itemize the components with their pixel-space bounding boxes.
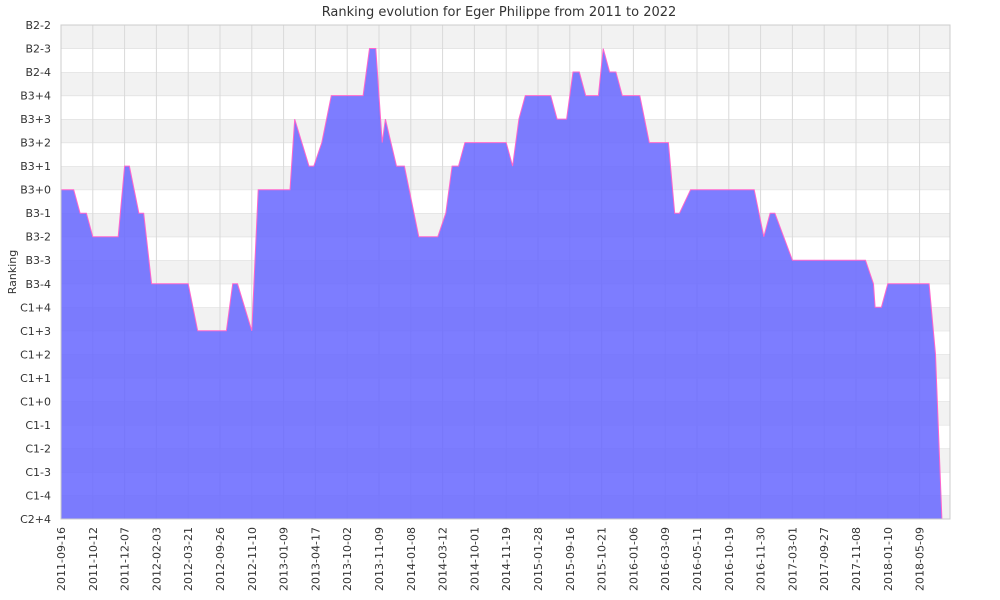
y-tick-label: B3-1 xyxy=(25,207,51,220)
y-tick-label: B3-4 xyxy=(25,278,51,291)
plot-frame xyxy=(60,24,951,520)
chart-title: Ranking evolution for Eger Philippe from… xyxy=(322,5,677,20)
y-tick-label: C1-3 xyxy=(25,466,51,479)
x-tick-label: 2011-10-12 xyxy=(87,527,100,591)
y-tick-label: B3-3 xyxy=(25,254,51,267)
x-tick-label: 2013-04-17 xyxy=(309,527,322,591)
y-tick-label: C1+4 xyxy=(20,301,51,314)
band-B3+2 xyxy=(61,119,950,143)
y-tick-label: C1+3 xyxy=(20,325,51,338)
x-tick-label: 2016-10-19 xyxy=(723,527,736,591)
x-tick-label: 2018-05-09 xyxy=(914,527,927,591)
y-tick-label: B3-2 xyxy=(25,231,51,244)
y-tick-label: C1-4 xyxy=(25,489,51,502)
y-tick-label: C1+2 xyxy=(20,348,51,361)
x-tick-label: 2011-09-16 xyxy=(55,527,68,591)
band-B2-4 xyxy=(61,48,950,73)
x-tick-label: 2014-11-19 xyxy=(500,527,513,591)
x-tick-labels: 2011-09-16 2011-10-12 2011-12-07 2012-02-03… xyxy=(55,527,927,591)
y-tick-label: C1-1 xyxy=(25,419,51,432)
x-tick-label: 2013-01-09 xyxy=(278,527,291,591)
x-tick-label: 2012-09-26 xyxy=(214,527,227,591)
y-tick-label: C1+1 xyxy=(20,372,51,385)
band-B3+3 xyxy=(61,95,950,120)
x-tick-label: 2017-03-01 xyxy=(786,527,799,591)
x-tick-label: 2016-01-06 xyxy=(627,527,640,591)
y-tick-label: C1+0 xyxy=(20,395,51,408)
x-tick-label: 2014-03-12 xyxy=(437,527,450,591)
y-tick-label: C1-2 xyxy=(25,442,51,455)
x-tick-label: 2016-05-11 xyxy=(691,527,704,591)
area-series xyxy=(61,48,943,520)
y-tick-label: B3+2 xyxy=(20,137,51,150)
y-tick-labels: C2+4 C1-4 C1-3 C1-2 C1-1 C1+0 C1+1 C1+2 C1+3 C1+4… xyxy=(20,19,51,526)
x-tick-label: 2017-11-08 xyxy=(850,527,863,591)
y-axis-label: Ranking xyxy=(6,250,19,295)
y-tick-label: C2+4 xyxy=(20,513,51,526)
y-tick-label: B3+4 xyxy=(20,90,51,103)
x-tick-label: 2015-10-21 xyxy=(596,527,609,591)
series-line xyxy=(61,48,943,520)
x-tick-label: 2015-09-16 xyxy=(564,527,577,591)
x-tick-label: 2013-11-09 xyxy=(373,527,386,591)
x-tick-label: 2014-01-08 xyxy=(405,527,418,591)
x-tick-label: 2012-03-21 xyxy=(182,527,195,591)
y-tick-label: B2-2 xyxy=(25,19,51,32)
x-tick-label: 2018-01-10 xyxy=(882,527,895,591)
band-B3+4 xyxy=(61,72,950,96)
band-B2-3 xyxy=(61,25,950,49)
x-tick-label: 2012-02-03 xyxy=(150,527,163,591)
y-tick-label: B2-3 xyxy=(25,43,51,56)
x-tick-label: 2011-12-07 xyxy=(119,527,132,591)
y-tick-label: B3+0 xyxy=(20,184,51,197)
x-tick-label: 2014-10-01 xyxy=(468,527,481,591)
y-tick-label: B2-4 xyxy=(25,66,51,79)
x-tick-label: 2016-03-09 xyxy=(659,527,672,591)
y-tick-label: B3+1 xyxy=(20,160,51,173)
x-tick-label: 2015-01-28 xyxy=(532,527,545,591)
series-area-fill xyxy=(61,48,942,519)
x-tick-label: 2013-10-02 xyxy=(341,527,354,591)
x-tick-label: 2012-11-10 xyxy=(246,527,259,591)
y-tick-label: B3+3 xyxy=(20,113,51,126)
x-tick-label: 2016-11-30 xyxy=(755,527,768,591)
x-tick-label: 2017-09-27 xyxy=(818,527,831,591)
